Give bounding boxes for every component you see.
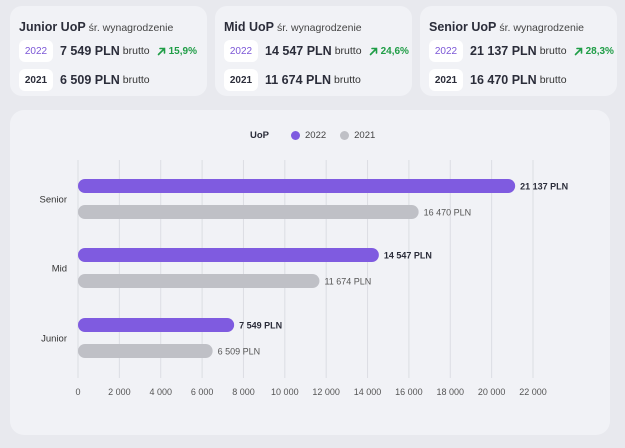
- x-tick-label: 14 000: [354, 387, 382, 397]
- data-label: 7 549 PLN: [239, 321, 282, 331]
- salary-amount: 21 137 PLN: [470, 44, 537, 58]
- x-tick-label: 0: [75, 387, 80, 397]
- legend-swatch-2021: [340, 131, 350, 140]
- salary-unit: brutto: [539, 74, 567, 86]
- year-badge: 2022: [429, 40, 463, 62]
- card-subtitle: śr. wynagrodzenie: [499, 22, 585, 34]
- salary-unit: brutto: [122, 74, 150, 86]
- data-label: 6 509 PLN: [218, 347, 261, 357]
- data-label: 21 137 PLN: [520, 182, 568, 192]
- change-badge: 28,3%: [574, 46, 614, 57]
- card-subtitle: śr. wynagrodzenie: [277, 22, 362, 34]
- card-subtitle: śr. wynagrodzenie: [88, 22, 174, 34]
- salary-amount: 16 470 PLN: [470, 73, 537, 87]
- bar-mid-2022: [78, 248, 379, 262]
- legend-label: 2021: [354, 130, 376, 141]
- category-label: Junior: [41, 334, 67, 345]
- bar-senior-2021: [78, 205, 419, 219]
- salary-amount: 6 509 PLN: [60, 73, 120, 87]
- legend-swatch-2022: [291, 131, 300, 140]
- legend-item-2021[interactable]: 2021: [340, 130, 375, 141]
- x-tick-label: 6 000: [191, 387, 214, 397]
- data-label: 16 470 PLN: [424, 208, 472, 218]
- change-badge: 24,6%: [369, 46, 409, 57]
- arrow-up-right-icon: [369, 47, 377, 55]
- x-tick-label: 12 000: [312, 387, 340, 397]
- year-badge: 2021: [429, 69, 463, 91]
- row-2021: 2021 6 509 PLN brutto: [19, 69, 150, 91]
- salary-unit: brutto: [334, 45, 362, 57]
- chart-legend: UoP 2022 2021: [250, 130, 389, 141]
- card-senior: Senior UoP śr. wynagrodzenie 2022 21 137 …: [420, 6, 617, 96]
- legend-label: 2022: [305, 130, 327, 141]
- year-badge: 2021: [19, 69, 53, 91]
- x-tick-label: 22 000: [519, 387, 547, 397]
- card-level: Junior UoP: [19, 20, 86, 34]
- year-badge: 2022: [19, 40, 53, 62]
- salary-amount: 14 547 PLN: [265, 44, 332, 58]
- change-badge: 15,9%: [157, 46, 197, 57]
- arrow-up-right-icon: [157, 47, 165, 55]
- salary-unit: brutto: [334, 74, 361, 86]
- legend-item-2022[interactable]: 2022: [291, 130, 326, 141]
- salary-unit: brutto: [539, 45, 567, 57]
- bar-junior-2022: [78, 318, 235, 332]
- year-badge: 2022: [224, 40, 258, 62]
- x-tick-label: 2 000: [108, 387, 131, 397]
- salary-unit: brutto: [122, 45, 150, 57]
- change-value: 28,3%: [585, 45, 614, 57]
- data-label: 11 674 PLN: [324, 277, 371, 287]
- x-tick-label: 4 000: [149, 387, 172, 397]
- row-2022: 2022 14 547 PLN brutto 24,6%: [224, 40, 409, 62]
- x-tick-label: 16 000: [395, 387, 423, 397]
- x-tick-label: 20 000: [478, 387, 506, 397]
- data-label: 14 547 PLN: [384, 251, 432, 261]
- row-2022: 2022 21 137 PLN brutto 28,3%: [429, 40, 614, 62]
- card-mid: Mid UoP śr. wynagrodzenie 2022 14 547 PLN…: [215, 6, 412, 96]
- category-label: Senior: [40, 195, 67, 206]
- card-junior: Junior UoP śr. wynagrodzenie 2022 7 549 P…: [10, 6, 207, 96]
- change-value: 24,6%: [380, 45, 409, 57]
- bar-junior-2021: [78, 344, 213, 358]
- salary-amount: 7 549 PLN: [60, 44, 120, 58]
- legend-title: UoP: [250, 130, 269, 141]
- bar-mid-2021: [78, 274, 320, 288]
- x-tick-label: 8 000: [232, 387, 255, 397]
- salary-amount: 11 674 PLN: [265, 73, 332, 87]
- x-tick-label: 10 000: [271, 387, 299, 397]
- year-badge: 2021: [224, 69, 258, 91]
- row-2021: 2021 11 674 PLN brutto: [224, 69, 361, 91]
- arrow-up-right-icon: [574, 47, 582, 55]
- change-value: 15,9%: [168, 45, 197, 57]
- x-tick-label: 18 000: [437, 387, 465, 397]
- row-2021: 2021 16 470 PLN brutto: [429, 69, 567, 91]
- bar-senior-2022: [78, 179, 516, 193]
- category-label: Mid: [52, 264, 67, 275]
- row-2022: 2022 7 549 PLN brutto 15,9%: [19, 40, 197, 62]
- chart-panel: [10, 110, 610, 435]
- card-level: Senior UoP: [429, 20, 497, 34]
- card-level: Mid UoP: [224, 20, 274, 34]
